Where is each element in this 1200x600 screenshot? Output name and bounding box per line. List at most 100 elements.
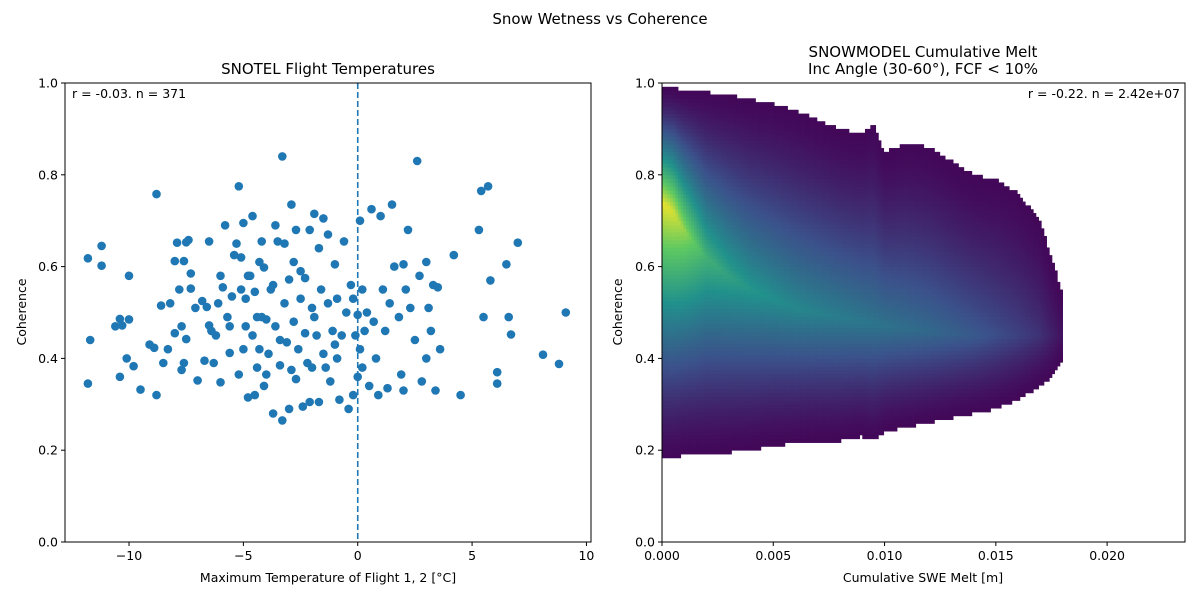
scatter-point: [248, 211, 257, 221]
heatmap-cell: [672, 216, 676, 222]
heatmap-cell: [750, 98, 754, 103]
heatmap-cell: [742, 381, 746, 386]
heatmap-cell: [702, 369, 706, 375]
heatmap-cell: [755, 354, 759, 359]
heatmap-cell: [755, 404, 759, 409]
heatmap-cell: [752, 396, 756, 401]
heatmap-cell: [736, 193, 740, 199]
heatmap-cell: [686, 408, 690, 413]
heatmap-cell: [715, 262, 719, 267]
heatmap-cell: [782, 140, 786, 145]
heatmap-cell: [739, 293, 743, 298]
heatmap-cell: [768, 369, 772, 375]
heatmap-cell: [779, 404, 783, 409]
heatmap-cell: [755, 163, 759, 168]
heatmap-cell: [680, 438, 684, 443]
heatmap-cell: [742, 167, 746, 172]
heatmap-cell: [795, 144, 799, 149]
heatmap-cell: [766, 163, 770, 168]
heatmap-cell: [747, 431, 751, 436]
heatmap-cell: [715, 434, 719, 440]
heatmap-cell: [694, 427, 698, 432]
heatmap-cell: [795, 301, 799, 306]
heatmap-cell: [720, 293, 724, 298]
heatmap-cell: [683, 151, 687, 157]
heatmap-cell: [710, 308, 714, 313]
heatmap-cell: [662, 415, 666, 420]
heatmap-cell: [699, 304, 703, 310]
heatmap-cell: [731, 159, 735, 164]
heatmap-cell: [720, 205, 724, 210]
heatmap-cell: [670, 335, 674, 340]
heatmap-cell: [696, 358, 700, 363]
heatmap-cell: [750, 132, 754, 137]
heatmap-cell: [678, 301, 682, 306]
heatmap-cell: [763, 102, 767, 107]
heatmap-cell: [750, 247, 754, 252]
heatmap-cell: [710, 327, 714, 333]
heatmap-cell: [702, 266, 706, 271]
heatmap-cell: [715, 278, 719, 283]
heatmap-cell: [664, 209, 668, 214]
scatter-point: [554, 359, 564, 369]
heatmap-cell: [672, 301, 676, 306]
heatmap-cell: [736, 278, 740, 283]
heatmap-cell: [747, 197, 751, 202]
heatmap-cell: [731, 304, 735, 310]
heatmap-cell: [723, 389, 727, 394]
heatmap-cell: [768, 381, 772, 386]
heatmap-cell: [768, 255, 772, 260]
heatmap-cell: [664, 243, 668, 248]
heatmap-cell: [710, 389, 714, 394]
heatmap-cell: [707, 274, 711, 279]
heatmap-cell: [771, 266, 775, 271]
heatmap-cell: [702, 251, 706, 256]
heatmap-cell: [712, 243, 716, 248]
heatmap-cell: [723, 450, 727, 455]
heatmap-cell: [696, 450, 700, 455]
heatmap-cell: [744, 312, 748, 317]
heatmap-cell: [720, 220, 724, 225]
heatmap-cell: [768, 220, 772, 225]
heatmap-cell: [750, 323, 754, 329]
heatmap-cell: [755, 301, 759, 306]
heatmap-cell: [662, 255, 666, 260]
heatmap-cell: [750, 350, 754, 355]
heatmap-cell: [667, 308, 671, 313]
heatmap-cell: [664, 411, 668, 417]
scatter-point: [124, 271, 134, 281]
heatmap-cell: [675, 373, 679, 378]
heatmap-cell: [787, 434, 791, 440]
heatmap-cell: [758, 258, 762, 264]
heatmap-cell: [675, 113, 679, 118]
heatmap-cell: [715, 155, 719, 160]
heatmap-cell: [667, 389, 671, 394]
heatmap-cell: [683, 419, 687, 424]
heatmap-cell: [696, 323, 700, 329]
heatmap-cell: [784, 216, 788, 222]
heatmap-cell: [715, 285, 719, 290]
heatmap-cell: [734, 163, 738, 168]
heatmap-cell: [744, 346, 748, 352]
heatmap-cell: [675, 350, 679, 355]
heatmap-cell: [696, 251, 700, 256]
heatmap-cell: [726, 105, 730, 111]
heatmap-cell: [766, 423, 770, 428]
scatter-point: [273, 237, 283, 246]
heatmap-cell: [662, 102, 666, 107]
heatmap-cell: [691, 285, 695, 290]
heatmap-cell: [680, 232, 684, 237]
heatmap-cell: [680, 346, 684, 352]
heatmap-cell: [704, 350, 708, 355]
heatmap-cell: [710, 232, 714, 237]
heatmap-cell: [710, 136, 714, 141]
heatmap-cell: [768, 327, 772, 333]
heatmap-cell: [742, 408, 746, 413]
heatmap-cell: [752, 327, 756, 333]
heatmap-cell: [688, 278, 692, 283]
heatmap-cell: [683, 408, 687, 413]
heatmap-cell: [675, 423, 679, 428]
heatmap-cell: [782, 262, 786, 267]
heatmap-cell: [792, 255, 796, 260]
heatmap-cell: [792, 308, 796, 313]
